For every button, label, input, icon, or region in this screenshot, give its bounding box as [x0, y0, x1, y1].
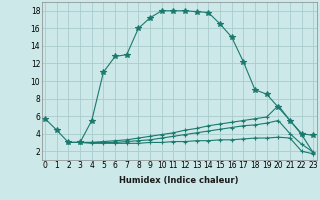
X-axis label: Humidex (Indice chaleur): Humidex (Indice chaleur): [119, 176, 239, 185]
